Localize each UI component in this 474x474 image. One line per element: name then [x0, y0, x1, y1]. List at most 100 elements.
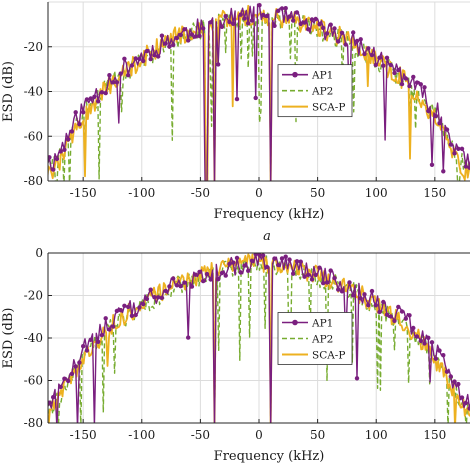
series-point-ap1 [279, 256, 285, 261]
series-point-ap1 [167, 44, 172, 49]
series-point-ap1 [317, 265, 322, 270]
series-point-ap1 [362, 292, 367, 297]
series-point-ap1 [448, 374, 453, 379]
x-tick-label: 150 [423, 186, 446, 200]
series-point-ap1 [448, 142, 453, 147]
series-point-ap1 [459, 146, 465, 151]
series-point-ap1 [99, 90, 105, 95]
y-tick-label: -40 [24, 331, 43, 345]
series-point-ap1 [197, 33, 202, 39]
series-point-ap1 [269, 183, 273, 187]
series-point-ap1 [264, 264, 270, 270]
series-point-ap1 [103, 316, 108, 321]
legend-label: AP1 [311, 70, 333, 82]
series-point-ap1 [62, 376, 67, 381]
series-point-ap1 [294, 259, 300, 264]
series-point-ap1 [156, 54, 161, 59]
legend-label: SCA-P [312, 102, 345, 114]
series-point-ap1 [212, 425, 216, 429]
series-point-ap1 [66, 378, 71, 384]
series-point-ap1 [92, 94, 97, 100]
series-point-ap1 [126, 73, 131, 78]
x-tick-label: 0 [255, 186, 263, 200]
series-point-ap1 [167, 284, 172, 289]
series-point-ap1 [272, 23, 277, 28]
series-point-ap1 [291, 271, 296, 276]
legend-label: AP2 [311, 334, 333, 346]
series-point-ap1 [399, 81, 405, 87]
series-point-ap1 [62, 147, 67, 152]
series-point-ap1 [467, 406, 470, 411]
series-point-ap1 [384, 312, 390, 317]
series-point-ap1 [234, 96, 240, 102]
series-point-ap1 [396, 68, 401, 73]
y-tick-label: -20 [24, 40, 43, 54]
series-point-ap1 [321, 280, 326, 286]
series-point-ap1 [242, 16, 247, 21]
series-point-ap1 [238, 270, 243, 275]
legend: AP1 AP2 SCA-P [277, 312, 353, 365]
series-point-ap1 [373, 303, 378, 308]
series-point-ap1 [291, 18, 296, 23]
series-point-ap1 [58, 384, 63, 390]
series-point-ap1 [418, 82, 423, 87]
series-point-ap1 [114, 80, 120, 85]
series-point-ap1 [126, 304, 131, 310]
series-point-ap1 [171, 276, 176, 281]
y-tick-label: -80 [24, 416, 43, 430]
series-point-ap1 [298, 259, 303, 264]
legend-label: AP1 [311, 318, 333, 330]
series-point-ap1 [276, 8, 281, 13]
series-point-ap1 [354, 38, 360, 44]
series-point-ap1 [96, 99, 101, 104]
plot-area [48, 2, 470, 187]
series-point-ap1 [152, 295, 157, 300]
series-point-ap1 [174, 35, 180, 41]
series-point-ap1 [48, 155, 52, 160]
series-point-ap1 [261, 12, 266, 18]
series-point-ap1 [219, 24, 225, 29]
legend-marker-ap1 [292, 71, 298, 78]
x-tick-label: 150 [423, 428, 446, 442]
series-point-ap1 [171, 42, 176, 48]
series-point-ap1 [422, 85, 427, 90]
series-point-ap1 [231, 260, 236, 265]
x-tick-label: -50 [191, 186, 210, 200]
series-point-ap1 [441, 169, 446, 174]
series-point-ap1 [369, 288, 375, 294]
series-point-ap1 [223, 273, 228, 278]
series-point-ap1 [306, 27, 311, 32]
x-tick-label: 100 [365, 428, 388, 442]
series-point-ap1 [48, 400, 52, 405]
series-point-ap1 [189, 284, 195, 289]
series-point-ap1 [163, 288, 168, 294]
series-point-ap1 [58, 149, 63, 154]
series-point-ap1 [114, 308, 120, 314]
x-tick-label: -50 [191, 428, 210, 442]
x-tick-label: 0 [255, 428, 263, 442]
series-point-ap1 [369, 52, 375, 58]
series-point-ap1 [324, 280, 330, 285]
series-point-ap1 [452, 151, 457, 156]
series-point-ap1 [336, 287, 341, 292]
series-point-ap1 [354, 376, 360, 381]
series-point-ap1 [272, 256, 277, 261]
series-point-ap1 [178, 284, 183, 289]
series-point-ap1 [358, 296, 363, 301]
x-tick-label: -150 [70, 428, 97, 442]
x-axis-label: Frequency (kHz) [214, 207, 325, 222]
series-point-ap1 [246, 268, 251, 273]
series-point-ap1 [433, 356, 438, 361]
series-point-ap1 [81, 110, 86, 115]
series-point-ap1 [298, 21, 303, 27]
series-point-ap1 [55, 425, 59, 429]
y-tick-label: -60 [24, 374, 43, 388]
series-point-ap1 [103, 90, 108, 96]
panel-top-chart: -150 -100 -50 0 50 100 150 -80 -60 -40 -20 Frequenc… [1, 1, 470, 222]
series-point-ap1 [328, 268, 333, 273]
series-point-ap1 [249, 18, 255, 23]
series-point-ap1 [122, 56, 127, 61]
series-point-ap1 [73, 364, 78, 369]
series-point-ap1 [313, 272, 318, 278]
y-axis-label: ESD (dB) [1, 308, 16, 369]
